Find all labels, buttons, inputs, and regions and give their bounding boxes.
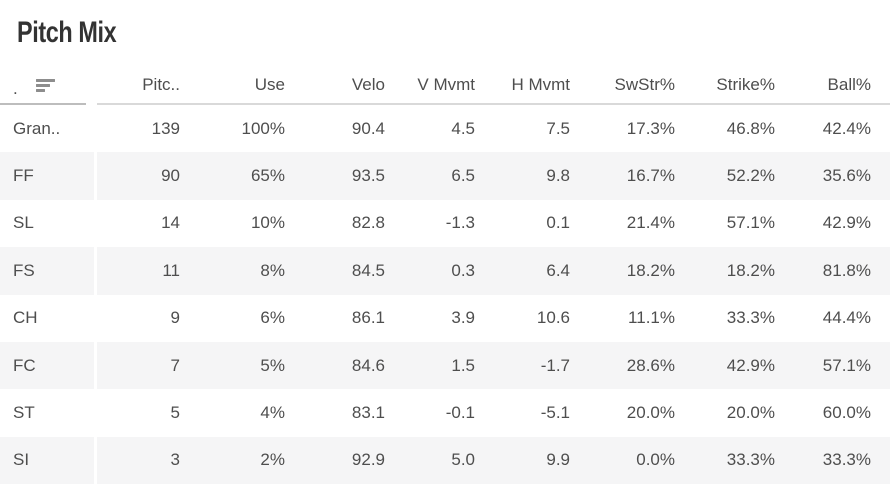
cell[interactable]: 7 [97,341,180,390]
cell[interactable]: 57.1% [726,213,775,233]
table-row: SL 14 10% 82.8 -1.3 0.1 21.4% 57.1% 42.9% [0,199,890,248]
cell[interactable]: 10% [250,213,285,233]
cell[interactable]: 18.2% [675,247,775,295]
column-header[interactable]: V Mvmt [385,66,475,105]
cell[interactable]: 9 [170,308,180,328]
cell[interactable]: 33.3% [675,436,775,485]
table-row: FS 11 8% 84.5 0.3 6.4 18.2% 18.2% 81.8% [0,247,890,295]
cell[interactable]: 42.4% [822,118,871,138]
cell[interactable]: 86.1 [351,308,385,328]
cell[interactable]: 1.5 [385,341,475,390]
column-header[interactable]: Strike% [675,66,775,105]
cell[interactable]: 6.4 [475,247,570,295]
cell[interactable]: 84.6 [285,341,385,390]
table-body: Gran.. 139 100% 90.4 4.5 7.5 17.3% 46.8% 42.4% … [0,105,890,485]
table-row: FC 7 5% 84.6 1.5 -1.7 28.6% 42.9% 57.1% [0,341,890,390]
page-title: Pitch Mix [17,16,117,49]
cell[interactable]: 5% [180,341,285,390]
row-label[interactable]: FS [0,247,97,295]
cell[interactable]: 20.0% [626,403,675,423]
cell[interactable]: 44.4% [822,308,871,328]
cell[interactable]: 6% [260,308,285,328]
cell[interactable]: 35.6% [775,152,890,200]
cell[interactable]: 139 [151,118,180,138]
row-label[interactable]: FC [0,341,97,390]
column-header[interactable]: Use [180,66,285,105]
pitch-mix-table: . Pitc.. Use Velo V Mvmt H Mvmt SwStr% Strike%… [0,66,890,485]
column-header[interactable]: H Mvmt [475,66,570,105]
table-row: CH 9 6% 86.1 3.9 10.6 11.1% 33.3% 44.4% [0,294,890,342]
row-label[interactable]: ST [0,389,97,437]
cell[interactable]: 46.8% [726,118,775,138]
cell[interactable]: 5 [170,403,180,423]
cell[interactable]: 33.3% [726,308,775,328]
cell[interactable]: -1.7 [475,341,570,390]
cell[interactable]: 100% [241,118,285,138]
cell[interactable]: 0.3 [385,247,475,295]
cell[interactable]: 84.5 [285,247,385,295]
cell[interactable]: 82.8 [351,213,385,233]
cell[interactable]: 7.5 [546,118,570,138]
cell[interactable]: -1.3 [445,213,475,233]
table-row: FF 90 65% 93.5 6.5 9.8 16.7% 52.2% 35.6% [0,152,890,200]
cell[interactable]: 10.6 [536,308,570,328]
cell[interactable]: 2% [180,436,285,485]
cell[interactable]: 81.8% [775,247,890,295]
column-header[interactable]: Ball% [775,66,890,105]
cell[interactable]: 90.4 [351,118,385,138]
row-label[interactable]: CH [0,294,97,342]
cell[interactable]: 90 [97,152,180,200]
cell[interactable]: 11.1% [628,308,675,328]
cell[interactable]: 16.7% [570,152,675,200]
cell[interactable]: 60.0% [822,403,871,423]
cell[interactable]: 83.1 [351,403,385,423]
cell[interactable]: 4% [260,403,285,423]
cell[interactable]: 20.0% [726,403,775,423]
row-label[interactable]: SL [0,199,97,248]
cell[interactable]: 3 [97,436,180,485]
cell[interactable]: 18.2% [570,247,675,295]
cell[interactable]: 0.0% [570,436,675,485]
cell[interactable]: 0.1 [546,213,570,233]
column-header[interactable]: Velo [285,66,385,105]
truncated-field-label: . [13,79,18,98]
column-header[interactable]: Pitc.. [97,66,180,105]
cell[interactable]: 17.3% [626,118,675,138]
cell[interactable]: 9.9 [475,436,570,485]
cell[interactable]: 21.4% [626,213,675,233]
sort-descending-icon [35,79,55,92]
cell[interactable]: 14 [161,213,180,233]
cell[interactable]: 3.9 [451,308,475,328]
table-row: ST 5 4% 83.1 -0.1 -5.1 20.0% 20.0% 60.0% [0,389,890,437]
cell[interactable]: 92.9 [285,436,385,485]
cell[interactable]: 33.3% [775,436,890,485]
cell[interactable]: 93.5 [285,152,385,200]
cell[interactable]: 4.5 [451,118,475,138]
row-label[interactable]: SI [0,436,97,485]
cell[interactable]: 42.9% [675,341,775,390]
column-header[interactable]: SwStr% [570,66,675,105]
cell[interactable]: 65% [180,152,285,200]
table-row: Gran.. 139 100% 90.4 4.5 7.5 17.3% 46.8% 42.4% [0,105,890,153]
cell[interactable]: -5.1 [540,403,570,423]
cell[interactable]: -0.1 [445,403,475,423]
cell[interactable]: 5.0 [385,436,475,485]
row-label[interactable]: FF [0,152,97,200]
cell[interactable]: 57.1% [775,341,890,390]
cell[interactable]: 42.9% [822,213,871,233]
cell[interactable]: 11 [97,247,180,295]
cell[interactable]: 28.6% [570,341,675,390]
title-bar: Pitch Mix [0,0,890,57]
cell[interactable]: 9.8 [475,152,570,200]
row-label[interactable]: Gran.. [0,105,97,153]
table-row: SI 3 2% 92.9 5.0 9.9 0.0% 33.3% 33.3% [0,436,890,485]
cell[interactable]: 6.5 [385,152,475,200]
cell[interactable]: 8% [180,247,285,295]
row-field-header[interactable]: . [0,66,97,105]
table-header-row: . Pitc.. Use Velo V Mvmt H Mvmt SwStr% Strike%… [0,66,890,105]
cell[interactable]: 52.2% [675,152,775,200]
